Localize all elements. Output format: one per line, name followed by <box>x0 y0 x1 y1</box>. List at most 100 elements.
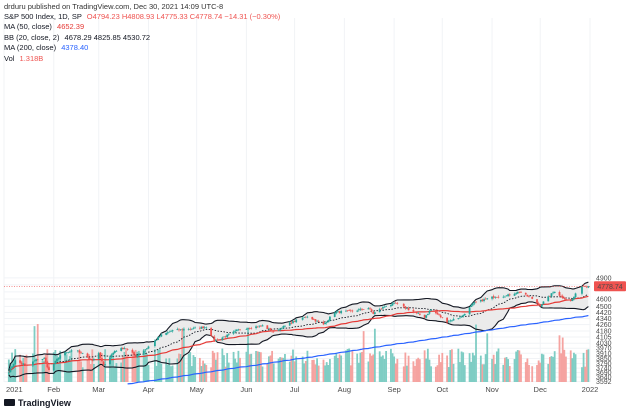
candle-body <box>324 322 326 325</box>
candle-body <box>385 306 388 307</box>
candle-body <box>80 352 82 354</box>
volume-bar <box>227 362 230 382</box>
candle-body <box>349 310 352 312</box>
candle-body <box>200 326 203 329</box>
bb-lower-line <box>8 301 589 378</box>
volume-bar <box>587 349 590 382</box>
volume-bar <box>7 359 10 382</box>
candle-body <box>57 358 60 360</box>
volume-bar <box>23 356 26 382</box>
vol-label: Vol <box>4 53 15 63</box>
candle-body <box>165 332 168 335</box>
candle-body <box>373 312 376 314</box>
volume-bar <box>351 351 354 382</box>
volume-bar <box>357 362 360 382</box>
candle-body <box>224 336 227 337</box>
candle-body <box>279 328 282 331</box>
candle-body <box>245 329 248 330</box>
candle-body <box>513 293 516 296</box>
candle-body <box>59 355 62 359</box>
volume-bar <box>198 357 201 382</box>
candle-body <box>137 353 140 356</box>
volume-bar <box>473 355 476 382</box>
candle-body <box>340 311 343 314</box>
candle-body <box>133 352 135 355</box>
candle-body <box>569 299 572 302</box>
candle-body <box>327 320 330 323</box>
volume-bar <box>452 363 455 382</box>
candle-body <box>539 304 542 307</box>
candle-body <box>250 328 253 329</box>
volume-bar <box>41 360 44 382</box>
volume-bar <box>48 363 50 382</box>
candle-body <box>282 326 285 329</box>
candle-body <box>565 298 567 300</box>
volume-bar <box>417 357 420 382</box>
candle-body <box>585 286 588 288</box>
candle-body <box>459 317 461 319</box>
volume-bar <box>157 349 160 382</box>
candle-body <box>369 308 371 310</box>
volume-bar <box>280 357 283 382</box>
volume-bar <box>44 353 47 382</box>
candle-body <box>70 350 73 352</box>
volume-bar <box>277 358 280 382</box>
tradingview-logo[interactable]: TradingView <box>4 398 71 408</box>
candle-body <box>457 318 460 320</box>
y-tick-label: 3592 <box>596 379 612 386</box>
volume-bar <box>65 354 68 382</box>
volume-bar <box>89 364 92 382</box>
candle-body <box>20 362 23 364</box>
candle-body <box>426 314 429 316</box>
x-tick-label: 2022 <box>582 385 599 394</box>
candle-body <box>171 330 174 332</box>
ma200-value: 4378.40 <box>61 43 89 53</box>
y-tick-label: 4180 <box>596 328 612 335</box>
candle-body <box>378 309 381 313</box>
volume-bar <box>160 363 163 382</box>
x-tick-label: Nov <box>485 385 499 394</box>
volume-bar <box>59 350 62 382</box>
candle-body <box>516 291 519 294</box>
candle-body <box>158 336 161 338</box>
candle-body <box>372 311 375 314</box>
volume-bar <box>385 350 388 382</box>
volume-bar <box>372 354 375 382</box>
candle-body <box>418 313 421 315</box>
volume-bar <box>235 362 238 382</box>
volume-bar <box>338 354 341 382</box>
candle-body <box>491 296 493 299</box>
candle-body <box>460 316 463 318</box>
candle-body <box>136 354 139 357</box>
volume-bar <box>536 365 538 382</box>
candle-body <box>215 339 217 341</box>
volume-bar <box>168 358 171 382</box>
candle-body <box>412 309 415 312</box>
candle-body <box>430 309 432 311</box>
volume-bar <box>391 353 394 382</box>
ma50-label: MA (50, close) <box>4 22 52 32</box>
candle-body <box>571 298 574 302</box>
candle-body <box>261 325 264 327</box>
candle-body <box>25 364 28 366</box>
candle-body <box>46 361 49 368</box>
volume-bar <box>526 358 529 382</box>
volume-bar <box>373 328 376 382</box>
candle-body <box>81 352 84 354</box>
candle-body <box>333 312 336 317</box>
candle-body <box>48 367 50 371</box>
legend-vol: Vol 1.318B <box>4 54 280 64</box>
volume-bar <box>279 357 282 382</box>
volume-bar <box>531 366 534 382</box>
candle-body <box>145 348 148 350</box>
candle-body <box>258 325 261 327</box>
candle-body <box>23 363 26 365</box>
volume-bar <box>542 354 545 382</box>
x-tick-label: Oct <box>436 385 449 394</box>
candle-body <box>44 357 47 363</box>
volume-bar <box>502 364 505 382</box>
volume-bar <box>211 350 214 382</box>
candle-body <box>346 310 349 311</box>
legend-symbol: S&P 500 Index, 1D, SP O4794.23 H4808.93 … <box>4 12 280 22</box>
